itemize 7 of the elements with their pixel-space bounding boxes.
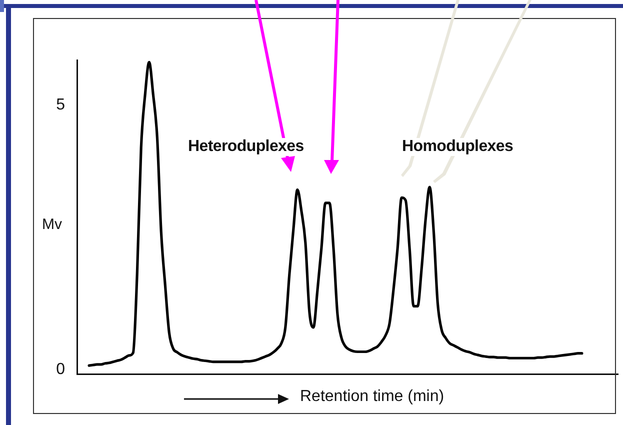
line-series xyxy=(88,60,584,367)
y-axis-title: Mv xyxy=(42,216,62,233)
y-tick-label: 5 xyxy=(56,96,66,114)
x-axis-title: Retention time (min) xyxy=(300,388,444,406)
annotation: Heteroduplexes xyxy=(188,138,304,156)
y-tick-label: 0 xyxy=(56,361,66,378)
annotation: Homoduplexes xyxy=(402,138,514,156)
